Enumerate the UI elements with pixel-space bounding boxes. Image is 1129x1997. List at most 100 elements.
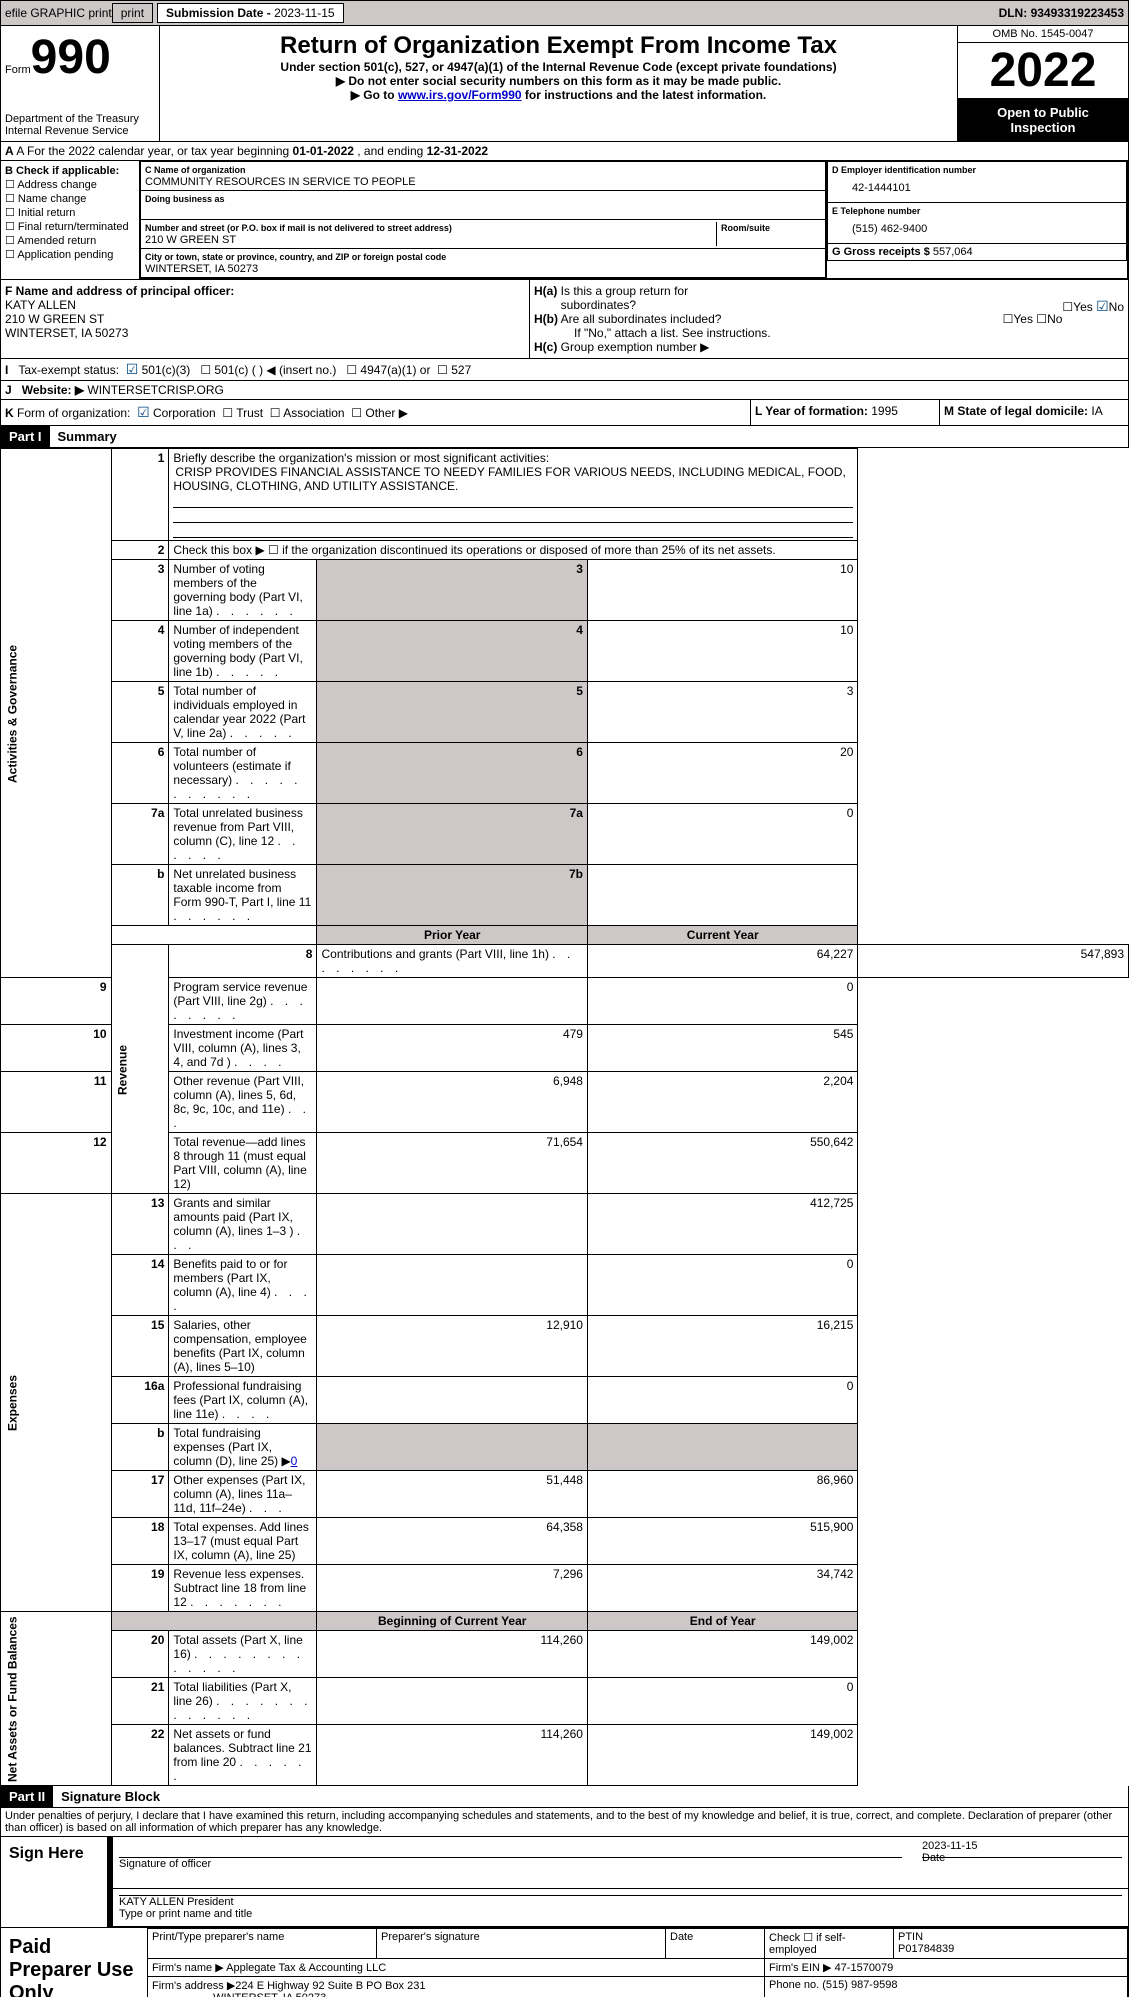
sign-block: Sign Here Signature of officer2023-11-15… [0,1837,1129,1928]
line16a: Professional fundraising fees (Part IX, … [169,1377,317,1424]
sig-date: 2023-11-15 [922,1840,977,1852]
line16b: Total fundraising expenses (Part IX, col… [169,1424,317,1471]
prep-sig-label: Preparer's signature [377,1929,666,1959]
form-number: 990 [31,31,111,84]
line8: Contributions and grants (Part VIII, lin… [317,945,587,978]
line4: Number of independent voting members of … [169,621,317,682]
self-employed[interactable]: Check ☐ if self-employed [765,1929,894,1959]
part1-header: Part ISummary [0,426,1129,448]
row-klm: K Form of organization: ☑ Corporation ☐ … [0,400,1129,426]
prep-name-label: Print/Type preparer's name [148,1929,377,1959]
inspection: Open to Public Inspection [958,99,1128,141]
line5: Total number of individuals employed in … [169,682,317,743]
section-fh: F Name and address of principal officer:… [0,280,1129,359]
part2-header: Part IISignature Block [0,1786,1129,1808]
type-print: Type or print name and title [119,1908,1122,1920]
firm-name: Applegate Tax & Accounting LLC [226,1962,386,1974]
line9: Program service revenue (Part VIII, line… [169,978,317,1025]
line6: Total number of volunteers (estimate if … [169,743,317,804]
sign-here: Sign Here [1,1837,113,1927]
c-label: C Name of organization [145,165,246,175]
officer-addr2: WINTERSET, IA 50273 [5,326,128,340]
prior-year-hdr: Prior Year [317,926,587,945]
officer-addr1: 210 W GREEN ST [5,312,104,326]
dba-label: Doing business as [145,194,225,204]
side-expenses: Expenses [1,1194,112,1612]
row-i: I Tax-exempt status: ☑ 501(c)(3) ☐ 501(c… [0,359,1129,381]
org-name: COMMUNITY RESOURCES IN SERVICE TO PEOPLE [145,176,416,188]
line18: Total expenses. Add lines 13–17 (must eq… [169,1518,317,1565]
firm-ein: 47-1570079 [835,1962,894,1974]
phone: (515) 462-9400 [832,217,1122,241]
irs: Internal Revenue Service [5,125,129,137]
cb-initial[interactable]: ☐ Initial return [5,206,135,219]
line19: Revenue less expenses. Subtract line 18 … [169,1565,317,1612]
dln: DLN: 93493319223453 [999,6,1124,20]
addr-label: Number and street (or P.O. box if mail i… [145,223,452,233]
year-formed: 1995 [871,404,898,418]
print-button[interactable]: print [112,3,153,23]
cb-pending[interactable]: ☐ Application pending [5,248,135,261]
side-activities: Activities & Governance [1,449,112,978]
firm-addr2: WINTERSET, IA 50273 [213,1992,326,1997]
h-b: H(b) Are all subordinates included? ☐Yes… [534,312,1124,326]
f-label: F Name and address of principal officer: [5,284,234,298]
firm-ein-label: Firm's EIN ▶ [769,1962,835,1974]
ptin-label: PTIN [898,1931,923,1943]
firm-phone: (515) 987-9598 [822,1979,897,1991]
line3: Number of voting members of the governin… [169,560,317,621]
submission-date: Submission Date - 2023-11-15 [157,3,344,23]
ein: 42-1444101 [832,176,1122,200]
e-label: E Telephone number [832,206,920,216]
sig-date-label: Date [922,1852,945,1864]
prep-date-label: Date [666,1929,765,1959]
city: WINTERSET, IA 50273 [145,263,258,275]
line11: Other revenue (Part VIII, column (A), li… [169,1072,317,1133]
paid-preparer: Paid Preparer Use Only [1,1928,147,1997]
firm-addr-label: Firm's address ▶ [152,1980,235,1992]
line17: Other expenses (Part IX, column (A), lin… [169,1471,317,1518]
mission: CRISP PROVIDES FINANCIAL ASSISTANCE TO N… [173,463,845,495]
line10: Investment income (Part VIII, column (A)… [169,1025,317,1072]
gross-receipts: 557,064 [933,246,973,258]
dept: Department of the Treasury [5,113,139,125]
line12: Total revenue—add lines 8 through 11 (mu… [169,1133,317,1194]
street: 210 W GREEN ST [145,234,236,246]
b-label: B Check if applicable: [5,165,119,177]
form-label: Form [5,64,31,76]
cb-final[interactable]: ☐ Final return/terminated [5,220,135,233]
cb-name[interactable]: ☐ Name change [5,192,135,205]
subtitle-3: ▶ Go to www.irs.gov/Form990 for instruct… [166,88,951,102]
firm-name-label: Firm's name ▶ [152,1962,226,1974]
firm-addr: 224 E Highway 92 Suite B PO Box 231 [235,1980,425,1992]
top-bar: efile GRAPHIC print print Submission Dat… [0,0,1129,26]
room-label: Room/suite [721,223,770,233]
line15: Salaries, other compensation, employee b… [169,1316,317,1377]
side-revenue: Revenue [111,945,169,1194]
cb-amended[interactable]: ☐ Amended return [5,234,135,247]
officer-name: KATY ALLEN [5,298,76,312]
eoy-hdr: End of Year [587,1612,857,1631]
ptin: P01784839 [898,1943,954,1955]
subtitle-1: Under section 501(c), 527, or 4947(a)(1)… [166,60,951,74]
irs-link[interactable]: www.irs.gov/Form990 [398,88,522,102]
line13: Grants and similar amounts paid (Part IX… [169,1194,317,1255]
side-netassets: Net Assets or Fund Balances [1,1612,112,1786]
line2: Check this box ▶ ☐ if the organization d… [169,541,858,560]
domicile: IA [1091,404,1102,418]
section-bcdeg: B Check if applicable: ☐ Address change … [0,161,1129,280]
tax-year: 2022 [958,43,1128,99]
m-label: M State of legal domicile: [944,404,1091,418]
city-label: City or town, state or province, country… [145,252,446,262]
h-c: H(c) Group exemption number ▶ [534,340,1124,354]
l-label: L Year of formation: [755,404,871,418]
line14: Benefits paid to or for members (Part IX… [169,1255,317,1316]
cb-address[interactable]: ☐ Address change [5,178,135,191]
row-j: J Website: ▶ WINTERSETCRISP.ORG [0,381,1129,400]
line20: Total assets (Part X, line 16) . . . . .… [169,1631,317,1678]
h-a: H(a) Is this a group return for subordin… [534,284,1124,312]
line21: Total liabilities (Part X, line 26) . . … [169,1678,317,1725]
efile-label: efile GRAPHIC print [5,6,112,20]
firm-phone-label: Phone no. [769,1979,822,1991]
col-b: B Check if applicable: ☐ Address change … [1,161,139,279]
